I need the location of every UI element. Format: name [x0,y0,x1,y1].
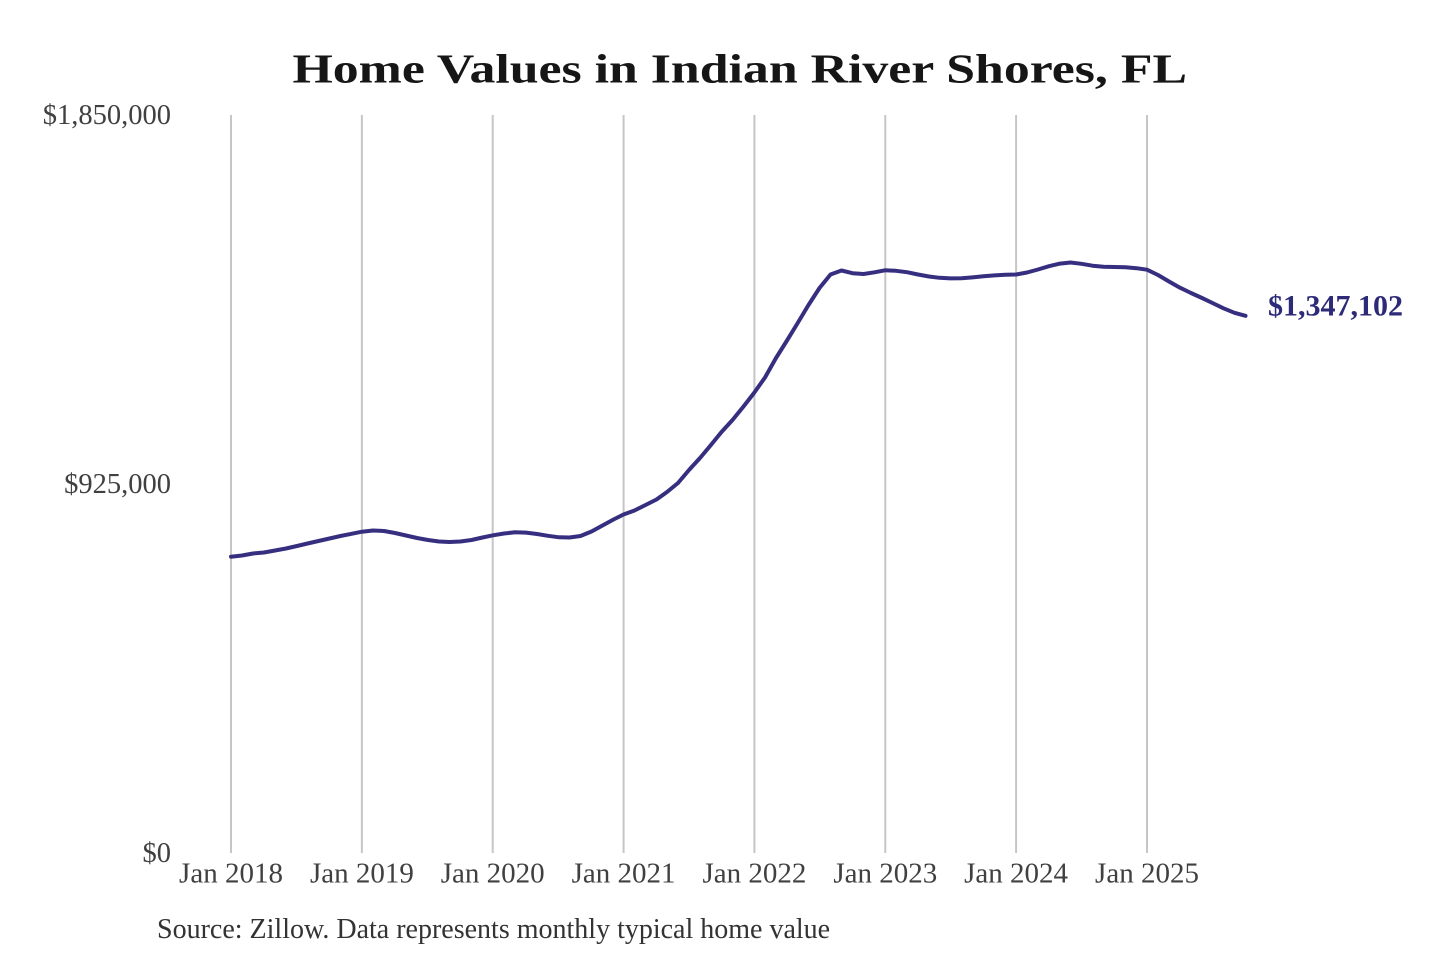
svg-text:Jan 2020: Jan 2020 [441,858,545,890]
svg-text:Jan 2025: Jan 2025 [1095,858,1199,890]
svg-text:$1,850,000: $1,850,000 [43,100,171,131]
svg-text:$0: $0 [143,838,172,869]
svg-text:Jan 2024: Jan 2024 [964,858,1068,890]
svg-text:Jan 2021: Jan 2021 [572,858,676,890]
svg-text:$925,000: $925,000 [64,469,171,500]
svg-text:Jan 2018: Jan 2018 [179,858,283,890]
svg-text:Jan 2023: Jan 2023 [833,858,937,890]
svg-text:Source: Zillow. Data represent: Source: Zillow. Data represents monthly … [157,914,830,945]
svg-text:Jan 2019: Jan 2019 [310,858,414,890]
svg-text:Home Values in Indian River Sh: Home Values in Indian River Shores, FL [293,46,1188,92]
svg-text:Jan 2022: Jan 2022 [702,858,806,890]
svg-text:$1,347,102: $1,347,102 [1268,290,1403,323]
